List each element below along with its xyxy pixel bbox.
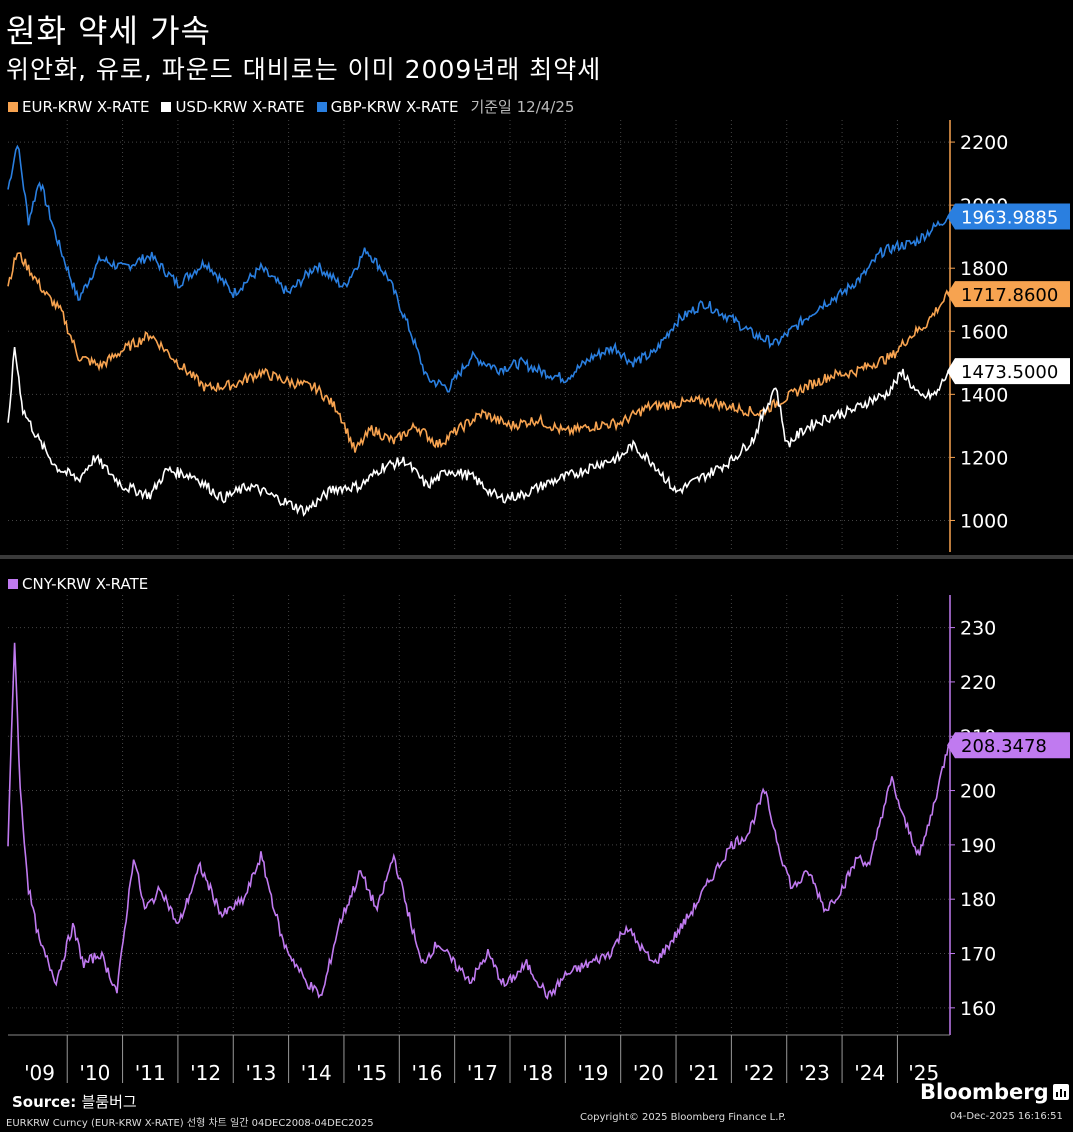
- x-tick-label: '14: [301, 1061, 332, 1085]
- y-tick-label: 180: [960, 889, 996, 911]
- x-tick-label: '23: [799, 1061, 830, 1085]
- series-line-usd-krw-x-rate: [7, 347, 950, 517]
- x-tick-label: '15: [356, 1061, 387, 1085]
- y-tick-label: 1400: [960, 384, 1008, 406]
- source-label: Source:: [12, 1093, 77, 1111]
- y-tick-label: 2200: [960, 132, 1008, 154]
- bloomberg-chart-icon: [1052, 1084, 1069, 1100]
- last-value-tag: [947, 203, 1070, 230]
- last-value-label: 1473.5000: [961, 362, 1058, 383]
- y-tick-label: 230: [960, 618, 996, 640]
- x-tick-label: '19: [578, 1061, 609, 1085]
- legend-item-gbp: GBP-KRW X-RATE: [316, 97, 459, 116]
- y-tick-label: 220: [960, 672, 996, 694]
- legend-swatch-cny: [8, 579, 18, 589]
- y-tick-label: 1800: [960, 258, 1008, 280]
- legend-label-gbp: GBP-KRW X-RATE: [330, 97, 459, 116]
- brand-logo: Bloomberg: [920, 1080, 1069, 1104]
- source-value: 블룸버그: [81, 1093, 137, 1111]
- last-value-tag: [947, 281, 1070, 308]
- x-tick-label: '18: [522, 1061, 553, 1085]
- legend-label-eur: EUR-KRW X-RATE: [22, 97, 150, 116]
- x-tick-label: '13: [245, 1061, 276, 1085]
- chart-meta: EURKRW Curncy (EUR-KRW X-RATE) 선형 차트 일간 …: [6, 1118, 374, 1129]
- x-tick-label: '17: [467, 1061, 498, 1085]
- legend-bottom: CNY-KRW X-RATE: [8, 575, 148, 593]
- last-value-label: 1963.9885: [961, 207, 1058, 228]
- series-line-eur-krw-x-rate: [7, 252, 950, 453]
- legend-swatch-gbp: [316, 101, 327, 112]
- chart-subtitle: 위안화, 유로, 파운드 대비로는 이미 2009년래 최약세: [6, 55, 602, 84]
- x-tick-label: '20: [633, 1061, 664, 1085]
- x-tick-label: '09: [24, 1061, 55, 1085]
- copyright: Copyright© 2025 Bloomberg Finance L.P.: [580, 1112, 787, 1123]
- panel-separator: [0, 555, 1073, 559]
- legend-top: EUR-KRW X-RATE USD-KRW X-RATE GBP-KRW X-…: [8, 96, 574, 117]
- chart-title: 원화 약세 가속: [6, 12, 211, 50]
- series-line-cny-krw-x-rate: [7, 642, 950, 1000]
- series-line-gbp-krw-x-rate: [7, 144, 949, 393]
- legend-item-usd: USD-KRW X-RATE: [161, 97, 305, 116]
- as-of-date: 기준일 12/4/25: [470, 98, 575, 116]
- x-tick-label: '10: [79, 1061, 110, 1085]
- x-tick-label: '22: [744, 1061, 775, 1085]
- x-tick-label: '24: [854, 1061, 885, 1085]
- y-tick-label: 1200: [960, 447, 1008, 469]
- last-value-label: 1717.8600: [961, 285, 1058, 306]
- y-tick-label: 200: [960, 781, 996, 803]
- y-tick-label: 170: [960, 944, 996, 966]
- legend-swatch-usd: [161, 101, 172, 112]
- last-value-label: 208.3478: [961, 736, 1047, 757]
- last-value-tag: [947, 732, 1070, 759]
- brand-name: Bloomberg: [920, 1080, 1049, 1104]
- last-value-tag: [947, 358, 1070, 385]
- legend-label-cny: CNY-KRW X-RATE: [22, 575, 149, 593]
- x-tick-label: '11: [135, 1061, 166, 1085]
- legend-swatch-eur: [8, 101, 18, 112]
- legend-item-eur: EUR-KRW X-RATE: [8, 98, 149, 116]
- legend-label-usd: USD-KRW X-RATE: [175, 97, 305, 116]
- x-tick-label: '16: [411, 1061, 442, 1085]
- y-tick-label: 1000: [960, 510, 1008, 532]
- x-tick-label: '12: [190, 1061, 221, 1085]
- timestamp: 04-Dec-2025 16:16:51: [950, 1111, 1063, 1122]
- x-tick-label: '21: [688, 1061, 719, 1085]
- x-tick-label: '25: [908, 1061, 939, 1085]
- y-tick-label: 160: [960, 998, 996, 1020]
- y-tick-label: 1600: [960, 321, 1008, 343]
- y-tick-label: 190: [960, 835, 996, 857]
- source-line: Source: 블룸버그: [12, 1091, 137, 1112]
